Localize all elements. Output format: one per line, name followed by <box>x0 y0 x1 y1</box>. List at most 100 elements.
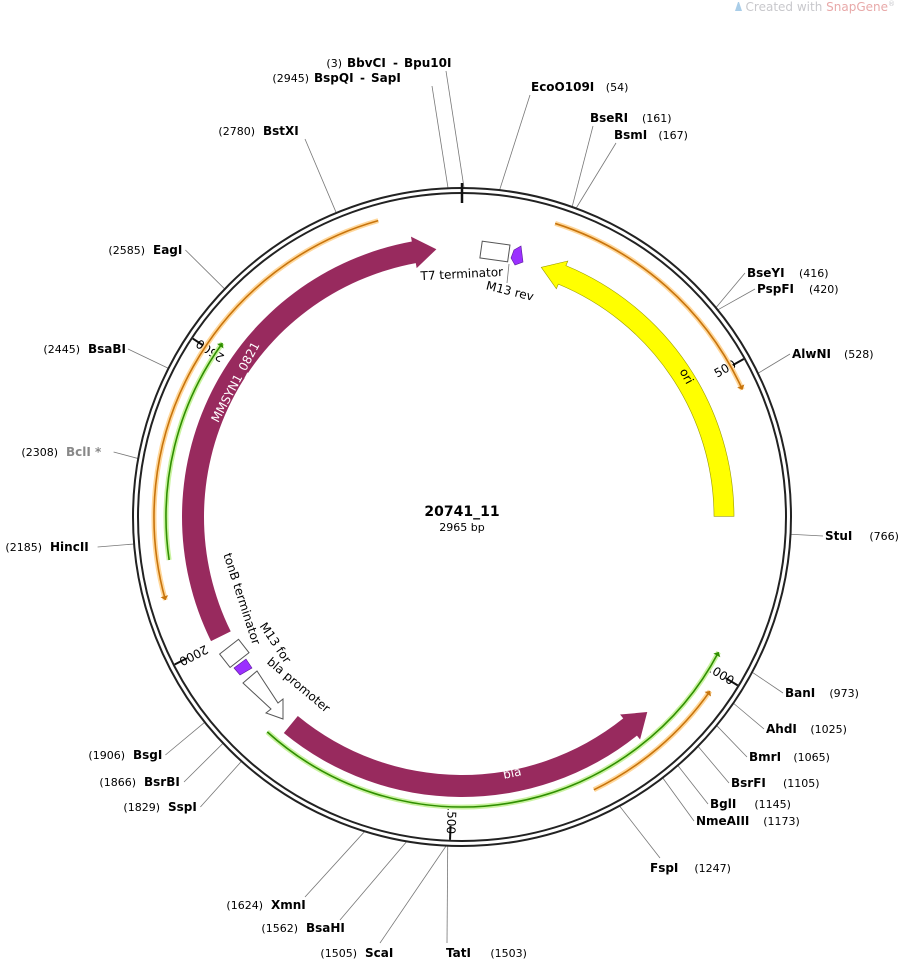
site-bsahi[interactable]: (1562) BsaHI <box>261 921 344 935</box>
site-alwni[interactable]: AlwNI (528) <box>792 347 874 361</box>
site-leader-xmni <box>304 831 366 898</box>
site-leader-bani <box>751 671 784 694</box>
site-eagi[interactable]: (2585) EagI <box>108 243 182 257</box>
site-bsmi[interactable]: BsmI (167) <box>614 128 688 142</box>
site-sapi[interactable]: (2945) BspQI - SapI <box>272 71 400 85</box>
site-position: (1562) <box>261 922 298 935</box>
site-leader-bsrbi <box>183 742 224 783</box>
site-position: (1105) <box>783 777 820 790</box>
site-position: (1906) <box>88 749 125 762</box>
site-bsgi[interactable]: (1906) BsgI <box>88 748 162 762</box>
site-labels: (3) BbvCI - Bpu10I(2945) BspQI - SapIEcoO109I(… <box>5 56 899 960</box>
site-scai[interactable]: (1505) ScaI <box>320 946 393 960</box>
plasmid-length: 2965 bp <box>439 521 484 534</box>
site-bgli[interactable]: BglI (1145) <box>710 797 791 811</box>
site-leader-lines <box>97 70 824 944</box>
site-ecoo109i[interactable]: EcoO109I (54) <box>531 80 628 94</box>
site-name: BmrI <box>749 750 781 764</box>
site-position: (3) <box>326 57 342 70</box>
site-name: StuI <box>825 529 852 543</box>
site-leader-tati <box>446 845 449 944</box>
feature-m13-for[interactable] <box>233 658 253 676</box>
site-position: (1829) <box>123 801 160 814</box>
site-bpu10i[interactable]: (3) BbvCI - Bpu10I <box>326 56 451 70</box>
site-name: EagI <box>153 243 182 257</box>
guide-arrow-line <box>165 342 224 561</box>
site-position: (1505) <box>320 947 357 960</box>
feature-bla[interactable] <box>283 712 648 797</box>
site-bsrbi[interactable]: (1866) BsrBI <box>99 775 179 789</box>
site-name: HincII <box>50 540 89 554</box>
guide-arrow-head <box>704 691 712 697</box>
site-position: (1065) <box>793 751 830 764</box>
guide-arrow-head <box>737 384 745 390</box>
site-position: (973) <box>829 687 859 700</box>
site-bstxi[interactable]: (2780) BstXI <box>218 124 298 138</box>
site-position: (420) <box>809 283 839 296</box>
feature-tonb-terminator[interactable] <box>218 638 250 669</box>
site-position: (167) <box>658 129 688 142</box>
feature-mmsyn1-0821[interactable] <box>182 236 437 642</box>
site-leader-stui <box>790 533 824 537</box>
site-leader-bsmi <box>575 142 617 209</box>
site-position: (2780) <box>218 125 255 138</box>
site-position: (1866) <box>99 776 136 789</box>
site-stui[interactable]: StuI (766) <box>825 529 899 543</box>
site-name: BsaHI <box>306 921 345 935</box>
site-tati[interactable]: TatI (1503) <box>446 946 527 960</box>
site-leader-bpu10i <box>445 70 465 189</box>
site-bsabi[interactable]: (2445) BsaBI <box>43 342 126 356</box>
site-position: (766) <box>869 530 899 543</box>
watermark-reg: ® <box>888 0 895 8</box>
feature-t7-terminator[interactable] <box>479 240 511 263</box>
site-position: (54) <box>606 81 629 94</box>
site-pspfi[interactable]: PspFI (420) <box>757 282 839 296</box>
site-position: (416) <box>799 267 829 280</box>
site-leader-sspi <box>200 760 242 808</box>
site-position: (528) <box>844 348 874 361</box>
site-bmri[interactable]: BmrI (1065) <box>749 750 830 764</box>
tick-mark <box>725 677 739 687</box>
site-position: (2185) <box>5 541 42 554</box>
feature-bla-promoter[interactable] <box>242 670 284 720</box>
site-position: (1503) <box>490 947 527 960</box>
site-leader-sapi <box>431 85 449 189</box>
site-bsrfi[interactable]: BsrFI (1105) <box>731 776 820 790</box>
site-nmeaiii[interactable]: NmeAIII (1173) <box>696 814 800 828</box>
site-bseri[interactable]: BseRI (161) <box>590 111 672 125</box>
feature-ori[interactable] <box>540 260 735 517</box>
site-ahdi[interactable]: AhdI (1025) <box>766 722 847 736</box>
feature-m13-rev[interactable] <box>510 245 524 266</box>
tick-label: 1500 <box>444 803 459 834</box>
site-leader-nmeaiii <box>662 777 695 822</box>
site-position: (2945) <box>272 72 309 85</box>
site-leader-bsgi <box>165 721 206 756</box>
site-name: ScaI <box>365 946 393 960</box>
site-leader-hincii <box>97 543 135 548</box>
tick-mark <box>174 657 188 666</box>
site-xmni[interactable]: (1624) XmnI <box>226 898 305 912</box>
site-bani[interactable]: BanI (973) <box>785 686 859 700</box>
site-leader-bsrfi <box>697 745 730 784</box>
site-name-prefix: BbvCI <box>347 56 386 70</box>
site-bcli[interactable]: (2308) BclI * <box>21 445 102 459</box>
site-name: NmeAIII <box>696 814 749 828</box>
site-fspi[interactable]: FspI (1247) <box>650 861 731 875</box>
guide-arrow-line <box>153 219 379 601</box>
guide-arrow-head <box>713 652 721 658</box>
guide-arrow-line <box>266 651 720 808</box>
site-hincii[interactable]: (2185) HincII <box>5 540 88 554</box>
m13-rev-leader <box>506 263 510 284</box>
site-leader-bgli <box>677 765 709 805</box>
site-position: (1624) <box>226 899 263 912</box>
site-bseyi[interactable]: BseYI (416) <box>747 266 829 280</box>
site-name: BseRI <box>590 111 628 125</box>
snapgene-logo-icon <box>734 2 742 11</box>
site-name: BsrFI <box>731 776 766 790</box>
site-position: (1025) <box>810 723 847 736</box>
site-sspi[interactable]: (1829) SspI <box>123 800 196 814</box>
site-leader-bseri <box>571 125 594 208</box>
site-position: (2308) <box>21 446 58 459</box>
site-position: (161) <box>642 112 672 125</box>
